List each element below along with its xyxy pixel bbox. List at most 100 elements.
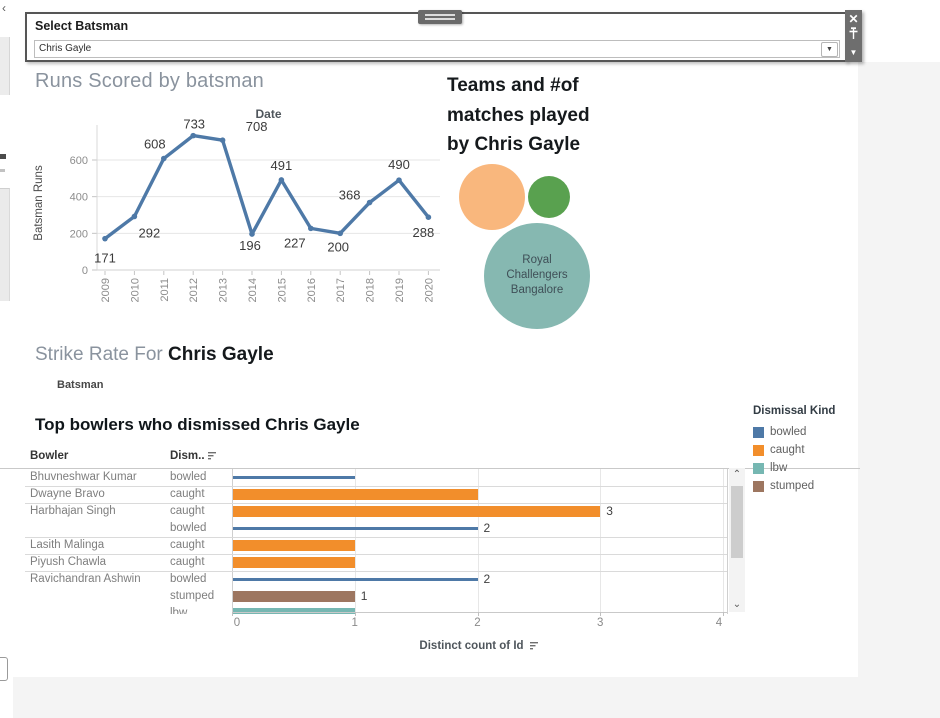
- bar-plot-gridline: [723, 469, 724, 614]
- bowler-name: Piyush Chawla: [30, 556, 107, 568]
- data-point[interactable]: [337, 230, 344, 237]
- x-axis-tick-label: 4: [715, 617, 723, 629]
- x-tick-label: 2019: [394, 278, 406, 302]
- caught-swatch: [753, 444, 764, 456]
- data-point[interactable]: [308, 225, 314, 232]
- team-bubble[interactable]: [459, 164, 525, 230]
- data-point[interactable]: [219, 137, 226, 143]
- bubble-chart-title: Teams and #of matches played by Chris Ga…: [447, 71, 590, 160]
- scroll-down-icon[interactable]: ⌄: [729, 598, 745, 612]
- bowler-name: Dwayne Bravo: [30, 488, 105, 500]
- bottom-gutter-panel: [13, 677, 858, 718]
- x-tick-label: 2020: [423, 278, 435, 302]
- lbw-swatch: [753, 462, 764, 474]
- x-axis-tick-label: 2: [474, 617, 481, 629]
- row-separator: [25, 537, 727, 538]
- legend-item-stumped[interactable]: stumped: [753, 477, 814, 495]
- chevron-down-icon[interactable]: ▼: [849, 48, 858, 57]
- legend-item-label: stumped: [770, 480, 815, 492]
- x-tick-label: 2015: [276, 278, 288, 302]
- dismissal-bar[interactable]: [233, 476, 355, 479]
- x-axis-tick-label: 3: [597, 617, 604, 629]
- sort-icon[interactable]: [529, 641, 540, 651]
- bar-value-label: 2: [483, 521, 491, 535]
- dismissal-kind: caught: [170, 488, 205, 500]
- legend-item-label: caught: [770, 444, 805, 456]
- dismissal-kind-legend: bowled caught lbw stumped: [753, 423, 814, 495]
- x-tick-label: 2017: [335, 278, 347, 302]
- legend-item-lbw[interactable]: lbw: [753, 459, 814, 477]
- row-separator: [25, 486, 727, 487]
- row-separator: [25, 554, 727, 555]
- bar-chart-title: Top bowlers who dismissed Chris Gayle: [35, 415, 360, 434]
- close-icon[interactable]: ✕: [848, 12, 859, 26]
- dismissal-bar[interactable]: [233, 591, 355, 602]
- x-axis-tick: [723, 612, 724, 616]
- row-separator: [25, 571, 727, 572]
- legend-item-label: bowled: [770, 426, 807, 438]
- dismissal-bar[interactable]: [233, 489, 478, 500]
- bar-value-label: 2: [483, 572, 491, 586]
- pin-icon[interactable]: [845, 27, 862, 45]
- batsman-dropdown[interactable]: Chris Gayle ▼: [34, 40, 840, 58]
- bar-chart-x-axis: [232, 612, 727, 613]
- bowler-name: Lasith Malinga: [30, 539, 105, 551]
- legend-item-caught[interactable]: caught: [753, 441, 814, 459]
- team-bubble[interactable]: [528, 176, 570, 218]
- right-gutter-panel: [858, 62, 940, 718]
- x-tick-label: 2018: [365, 278, 377, 302]
- dismissal-bar[interactable]: [233, 608, 355, 614]
- strike-rate-title-prefix: Strike Rate For: [35, 344, 169, 365]
- data-point[interactable]: [190, 132, 196, 139]
- filter-drag-handle[interactable]: [418, 10, 462, 24]
- runs-line[interactable]: [103, 133, 431, 241]
- bar-chart-rows: Bhuvneshwar Kumar bowled Dwayne Bravo caugh…: [0, 468, 860, 614]
- column-header-bowler[interactable]: Bowler: [30, 450, 69, 462]
- x-tick-label: 2012: [188, 278, 200, 302]
- sort-icon[interactable]: [207, 451, 218, 461]
- dismissal-bar[interactable]: [233, 557, 355, 568]
- data-point-label: 491: [271, 158, 293, 173]
- legend-item-bowled[interactable]: bowled: [753, 423, 814, 441]
- left-strip-marker: [0, 154, 6, 159]
- x-axis-tick: [600, 612, 602, 616]
- x-axis-tick-label: 1: [351, 617, 358, 629]
- data-point[interactable]: [102, 235, 108, 242]
- bowler-name: Ravichandran Ashwin: [30, 573, 141, 585]
- data-point[interactable]: [425, 214, 432, 220]
- x-axis-tick-label: 0: [233, 617, 241, 629]
- bowled-swatch: [753, 426, 764, 438]
- data-point[interactable]: [161, 155, 167, 162]
- y-tick-label: 200: [70, 228, 88, 240]
- left-strip-marker-small: [0, 169, 5, 172]
- x-axis-title: Date: [255, 107, 281, 121]
- data-point[interactable]: [249, 231, 255, 237]
- data-point[interactable]: [131, 213, 138, 220]
- data-point-label: 288: [413, 225, 435, 240]
- dropdown-arrow-icon[interactable]: ▼: [821, 42, 838, 57]
- dismissal-bar[interactable]: [233, 578, 478, 581]
- left-strip-scroll-block[interactable]: [0, 188, 10, 301]
- team-bubble-label: Royal Challengers Bangalore: [477, 253, 597, 298]
- bubble-title-line: Teams and #of: [447, 75, 579, 96]
- bubble-title-line: matches played: [447, 104, 590, 126]
- y-tick-label: 0: [82, 265, 88, 277]
- dismissal-kind: bowled: [170, 471, 207, 483]
- data-point[interactable]: [366, 199, 373, 206]
- dismissal-bar[interactable]: [233, 540, 355, 551]
- y-tick-label: 400: [70, 192, 88, 204]
- data-point[interactable]: [278, 177, 285, 183]
- dismissal-kind: stumped: [170, 590, 215, 602]
- dismissal-bar[interactable]: [233, 506, 601, 517]
- collapse-sidebar-chevron-icon[interactable]: ‹: [2, 1, 6, 15]
- x-tick-label: 2011: [159, 278, 171, 302]
- dismissal-bar[interactable]: [233, 527, 478, 530]
- bowler-name: Bhuvneshwar Kumar: [30, 471, 137, 483]
- data-point-label: 292: [139, 225, 161, 240]
- scroll-up-icon[interactable]: ⌃: [729, 468, 745, 482]
- team-bubble[interactable]: [484, 223, 590, 329]
- column-header-dismissal[interactable]: Dism..: [170, 450, 218, 462]
- data-point[interactable]: [396, 177, 402, 183]
- scrollbar-thumb[interactable]: [731, 486, 743, 558]
